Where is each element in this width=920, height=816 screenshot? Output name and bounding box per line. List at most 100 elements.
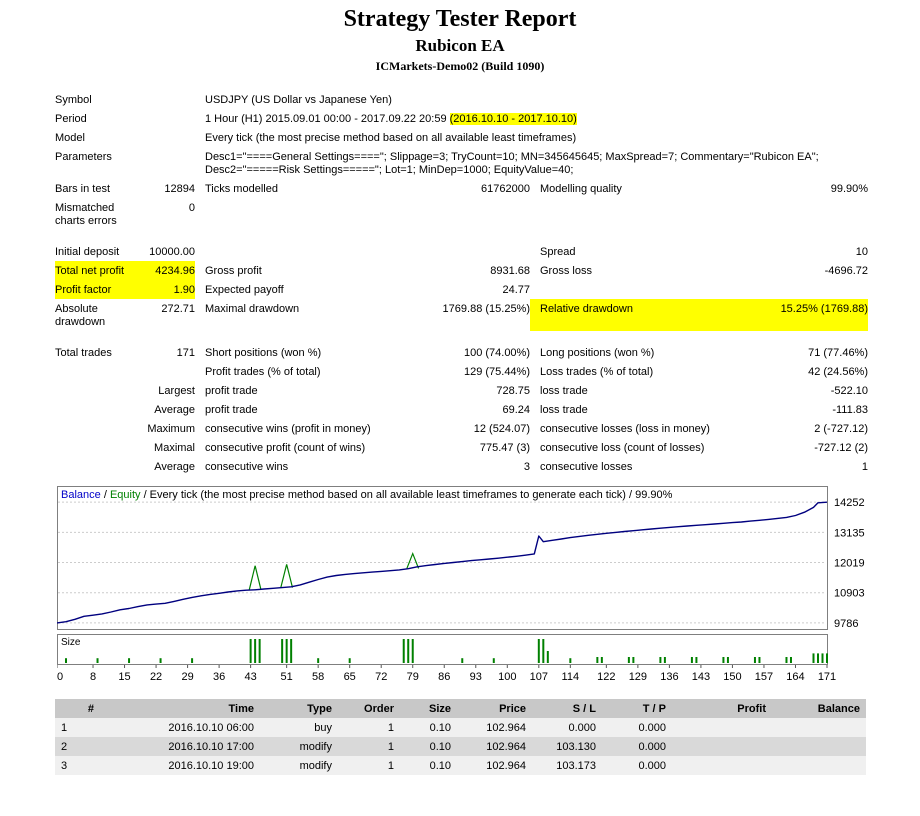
stats-cell: Every tick (the most precise method base… bbox=[205, 132, 577, 144]
stats-cell bbox=[145, 147, 195, 179]
x-axis-label: 22 bbox=[150, 671, 162, 683]
trades-row: 1 2016.10.10 06:00 buy 1 0.10 102.964 0.000 0.0… bbox=[55, 718, 866, 737]
x-axis-label: 150 bbox=[723, 671, 741, 683]
trades-header-cell: Size bbox=[400, 699, 457, 718]
stats-cell: Profit factor bbox=[55, 280, 145, 299]
stats-cell: Average bbox=[154, 461, 195, 473]
x-axis-label: 15 bbox=[118, 671, 130, 683]
strategy-tester-report: Strategy Tester Report Rubicon EA ICMark… bbox=[55, 6, 869, 775]
x-axis-label: 107 bbox=[530, 671, 548, 683]
stats-cell: Total trades bbox=[55, 347, 112, 359]
trades-header-cell: Profit bbox=[672, 699, 772, 718]
stats-cell: Maximal bbox=[154, 442, 195, 454]
trades-cell: modify bbox=[260, 737, 338, 756]
chart-plot-border bbox=[57, 486, 828, 630]
stats-cell: Period bbox=[55, 113, 87, 125]
trades-cell: 0.10 bbox=[400, 737, 457, 756]
stats-cell: 71 (77.46%) bbox=[808, 347, 869, 359]
x-axis-label: 171 bbox=[818, 671, 836, 683]
stats-cell: Parameters bbox=[55, 151, 112, 163]
x-axis-label: 86 bbox=[438, 671, 450, 683]
stats-spacer-row bbox=[55, 331, 868, 343]
equity-spike bbox=[248, 565, 262, 590]
stats-cell bbox=[530, 280, 730, 299]
trades-cell bbox=[672, 737, 772, 756]
stats-row: Profit factor 1.90 Expected payoff 24.77 bbox=[55, 280, 868, 299]
stats-row: Mismatched charts errors 0 bbox=[55, 198, 868, 230]
stats-cell: 2 (-727.12) bbox=[814, 423, 869, 435]
chart-legend: Balance / Equity / Every tick (the most … bbox=[61, 489, 673, 501]
x-axis-label: 114 bbox=[562, 671, 580, 683]
stats-cell: 1 bbox=[861, 461, 869, 473]
trades-cell: 102.964 bbox=[457, 718, 532, 737]
stats-cell: USDJPY (US Dollar vs Japanese Yen) bbox=[205, 94, 392, 106]
y-axis-label: 10903 bbox=[834, 588, 865, 600]
stats-cell: 3 bbox=[523, 461, 530, 473]
x-axis-label: 122 bbox=[597, 671, 615, 683]
stats-cell: -4696.72 bbox=[824, 265, 869, 277]
trades-header-cell: Order bbox=[338, 699, 400, 718]
server-build: ICMarkets-Demo02 (Build 1090) bbox=[375, 59, 545, 73]
stats-row: Model Every tick (the most precise method… bbox=[55, 128, 868, 147]
stats-cell: 24.77 bbox=[502, 284, 530, 296]
stats-cell: 1769.88 (15.25%) bbox=[442, 303, 530, 315]
balance-line bbox=[56, 501, 828, 624]
report-title: Strategy Tester Report bbox=[343, 6, 577, 32]
stats-cell: 129 (75.44%) bbox=[463, 366, 530, 378]
stats-cell: Maximal drawdown bbox=[205, 303, 300, 315]
stats-cell bbox=[55, 362, 145, 381]
stats-cell: 100 (74.00%) bbox=[463, 347, 530, 359]
trades-cell bbox=[772, 718, 866, 737]
x-axis-label: 43 bbox=[245, 671, 257, 683]
stats-row: Symbol USDJPY (US Dollar vs Japanese Yen) bbox=[55, 90, 868, 109]
equity-spike bbox=[280, 564, 294, 588]
trades-cell: 0.10 bbox=[400, 718, 457, 737]
stats-row: Average profit trade 69.24 loss trade -111.8… bbox=[55, 400, 868, 419]
size-panel-label: Size bbox=[61, 637, 81, 648]
stats-cell: Bars in test bbox=[55, 183, 111, 195]
y-axis-label: 13135 bbox=[834, 527, 865, 539]
stats-cell: consecutive wins (profit in money) bbox=[205, 423, 371, 435]
equity-spike bbox=[406, 551, 420, 569]
stats-cell: consecutive wins bbox=[205, 461, 289, 473]
x-axis-label: 164 bbox=[786, 671, 804, 683]
x-axis-label: 129 bbox=[629, 671, 647, 683]
trades-cell: 102.964 bbox=[457, 737, 532, 756]
x-axis-label: 157 bbox=[755, 671, 773, 683]
stats-cell bbox=[55, 381, 145, 400]
stats-row: Average consecutive wins 3 consecutive loss… bbox=[55, 457, 868, 476]
x-axis-label: 58 bbox=[312, 671, 324, 683]
trades-cell: 1 bbox=[338, 737, 400, 756]
stats-row: Profit trades (% of total) 129 (75.44%) Lo… bbox=[55, 362, 868, 381]
stats-cell: 4234.96 bbox=[145, 261, 195, 280]
stats-cell: Spread bbox=[540, 246, 576, 258]
stats-row: Period 1 Hour (H1) 2015.09.01 00:00 - 201… bbox=[55, 109, 868, 128]
trades-cell: 0.000 bbox=[602, 756, 672, 775]
stats-cell: Short positions (won %) bbox=[205, 347, 322, 359]
stats-cell: Gross profit bbox=[205, 265, 262, 277]
trades-cell: 1 bbox=[55, 718, 100, 737]
stats-cell: consecutive losses bbox=[540, 461, 633, 473]
stats-cell: 728.75 bbox=[496, 385, 530, 397]
trades-header-cell: # bbox=[55, 699, 100, 718]
trades-cell: 103.130 bbox=[532, 737, 602, 756]
stats-row: Absolute drawdown 272.71 Maximal drawdown 1… bbox=[55, 299, 869, 331]
trades-header-cell: Price bbox=[457, 699, 532, 718]
stats-row: Largest profit trade 728.75 loss trade -522.… bbox=[55, 381, 868, 400]
stats-row: Parameters Desc1="====General Settings===… bbox=[55, 147, 868, 179]
trades-row: 2 2016.10.10 17:00 modify 1 0.10 102.964 103.1… bbox=[55, 737, 866, 756]
stats-cell: Largest bbox=[158, 385, 195, 397]
stats-row: Maximal consecutive profit (count of wins… bbox=[55, 438, 868, 457]
trades-header-cell: S / L bbox=[532, 699, 602, 718]
stats-cell: Modelling quality bbox=[540, 183, 622, 195]
stats-row: Maximum consecutive wins (profit in money… bbox=[55, 419, 868, 438]
y-axis-label: 14252 bbox=[834, 497, 865, 509]
stats-cell: 99.90% bbox=[830, 183, 869, 195]
x-axis-label: 143 bbox=[692, 671, 710, 683]
stats-cell: 42 (24.56%) bbox=[808, 366, 869, 378]
stats-cell: 8931.68 bbox=[490, 265, 530, 277]
stats-cell: profit trade bbox=[205, 385, 258, 397]
stats-cell: 1.90 bbox=[145, 280, 195, 299]
stats-row: Total trades 171 Short positions (won %) 10… bbox=[55, 343, 868, 362]
